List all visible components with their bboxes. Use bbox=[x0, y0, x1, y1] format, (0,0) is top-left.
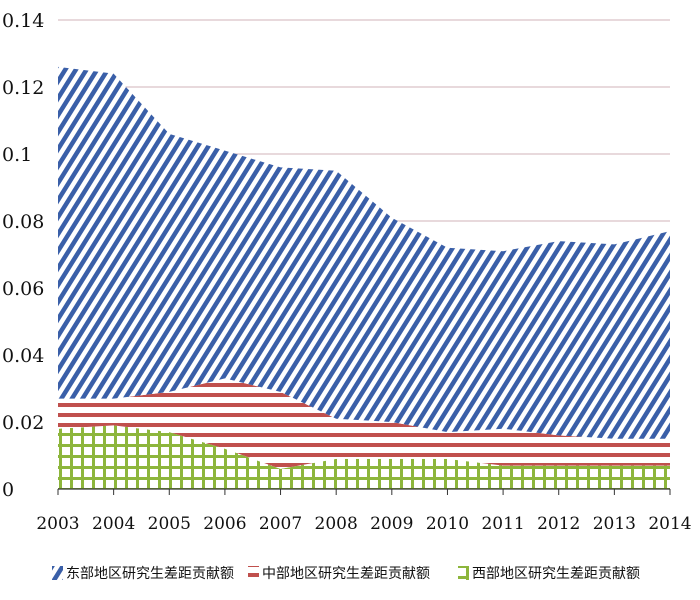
area-series-1 bbox=[58, 425, 670, 489]
axes: 2003 2004 2005 2006 2007 2008 2009 2010 2011 2012… bbox=[2, 10, 692, 534]
legend: 东部地区研究生差距贡献额 中部地区研究生差距贡献额 西部地区研究生差距贡献额 bbox=[52, 566, 640, 582]
x-tick-label: 2006 bbox=[203, 514, 246, 534]
x-tick-label: 2012 bbox=[537, 514, 580, 534]
y-tick-label: 0.02 bbox=[2, 412, 44, 434]
y-tick-label: 0.06 bbox=[2, 278, 44, 300]
legend-item: 中部地区研究生差距贡献额 bbox=[248, 566, 430, 582]
x-tick-label: 2013 bbox=[593, 514, 636, 534]
legend-label: 东部地区研究生差距贡献额 bbox=[66, 566, 234, 582]
x-tick-label: 2010 bbox=[426, 514, 469, 534]
legend-item: 西部地区研究生差距贡献额 bbox=[458, 566, 640, 582]
y-tick-label: 0.12 bbox=[2, 77, 44, 99]
x-tick-label: 2008 bbox=[315, 514, 358, 534]
x-tick-label: 2014 bbox=[648, 514, 691, 534]
legend-item: 东部地区研究生差距贡献额 bbox=[52, 566, 234, 582]
x-tick-label: 2009 bbox=[370, 514, 413, 534]
legend-swatch bbox=[248, 566, 259, 580]
y-tick-label: 0.1 bbox=[2, 144, 32, 166]
y-tick-label: 0.14 bbox=[2, 10, 44, 32]
area-series-2 bbox=[58, 378, 670, 469]
y-tick-label: 0 bbox=[2, 479, 14, 501]
x-tick-label: 2005 bbox=[148, 514, 191, 534]
x-tick-label: 2007 bbox=[259, 514, 302, 534]
legend-swatch bbox=[52, 566, 63, 580]
x-tick-label: 2004 bbox=[92, 514, 135, 534]
y-tick-label: 0.08 bbox=[2, 211, 44, 233]
area-series-3 bbox=[58, 66, 670, 439]
y-tick-label: 0.04 bbox=[2, 345, 44, 367]
area-series-layer bbox=[58, 66, 670, 489]
x-tick-label: 2011 bbox=[481, 514, 524, 534]
legend-label: 中部地区研究生差距贡献额 bbox=[262, 566, 430, 582]
x-tick-label: 2003 bbox=[36, 514, 79, 534]
legend-label: 西部地区研究生差距贡献额 bbox=[472, 566, 640, 582]
legend-swatch bbox=[458, 566, 469, 580]
